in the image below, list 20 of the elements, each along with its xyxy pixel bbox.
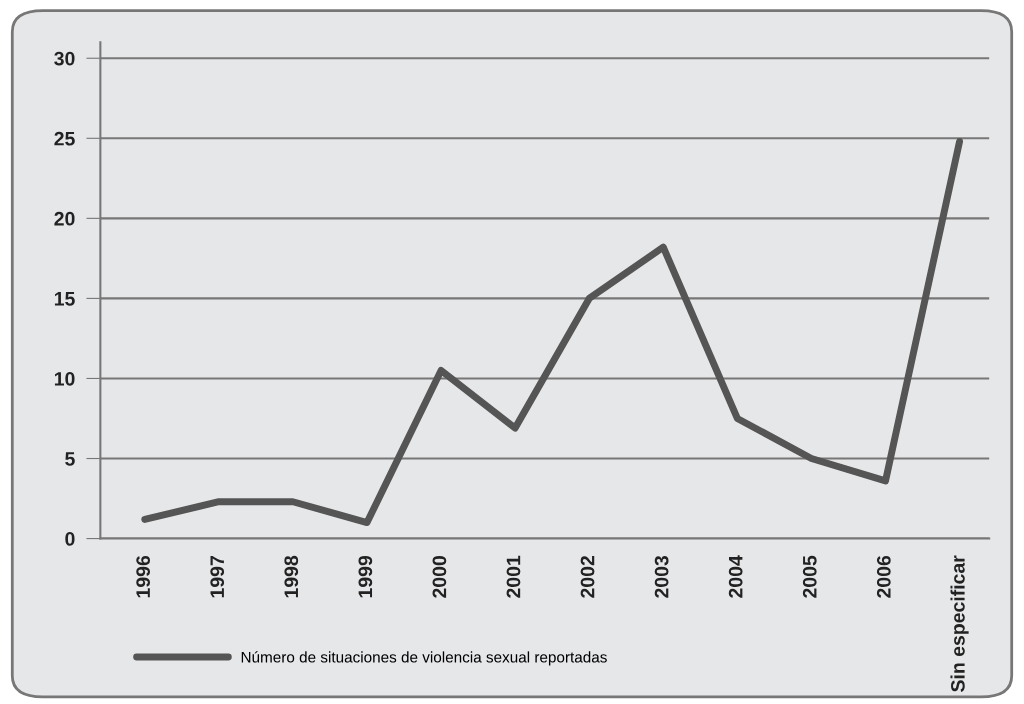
x-tick-label: 2006 bbox=[876, 555, 891, 598]
x-tick-label: Sin especificar bbox=[950, 555, 969, 692]
x-tick-label: 2001 bbox=[506, 555, 521, 598]
x-tick-label: 2002 bbox=[580, 556, 595, 598]
text: Número de situaciones de violencia sexual reportadas bbox=[241, 651, 607, 666]
y-tick-label: 15 bbox=[54, 292, 75, 306]
y-tick-label: 5 bbox=[65, 452, 75, 466]
x-tick-label: 1998 bbox=[284, 555, 299, 598]
x-tick-label: 1999 bbox=[358, 555, 373, 598]
x-tick-label: 2000 bbox=[432, 556, 447, 598]
x-tick-label: 2005 bbox=[802, 555, 817, 598]
y-tick-label: 20 bbox=[54, 211, 75, 226]
y-tick-label: 25 bbox=[54, 131, 75, 146]
x-tick-label: 1997 bbox=[210, 556, 225, 598]
y-tick-label: 0 bbox=[65, 532, 75, 546]
y-tick-label: 30 bbox=[54, 51, 75, 66]
x-tick-label: 2004 bbox=[728, 555, 743, 598]
x-tick-label: 1996 bbox=[136, 555, 151, 598]
x-tick-label: 2003 bbox=[654, 555, 669, 598]
y-tick-label: 10 bbox=[54, 371, 75, 386]
